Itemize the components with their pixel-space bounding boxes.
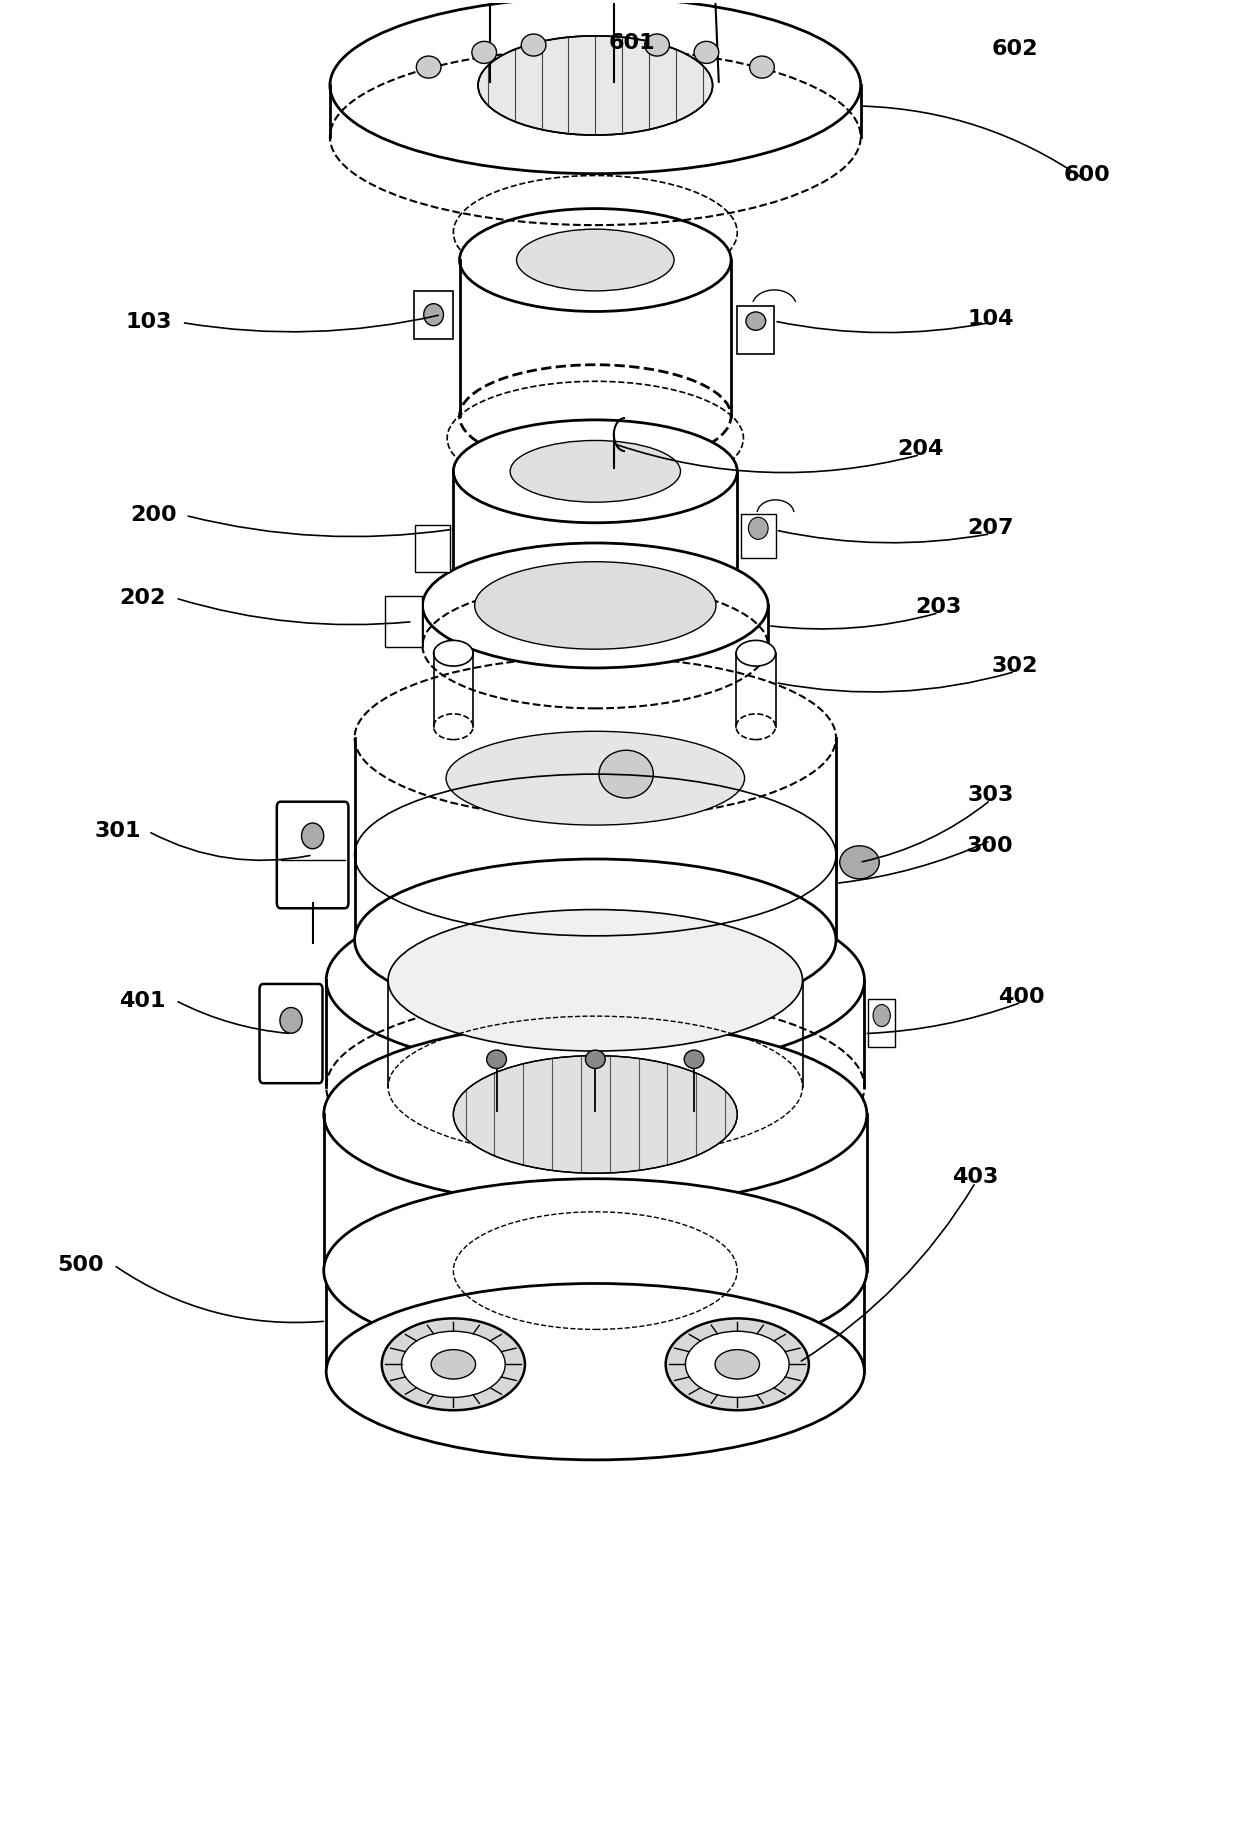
Text: 207: 207 <box>967 518 1013 538</box>
Text: 403: 403 <box>952 1167 998 1187</box>
Ellipse shape <box>301 824 324 850</box>
Ellipse shape <box>686 1331 789 1397</box>
Ellipse shape <box>750 55 774 77</box>
Ellipse shape <box>486 1051 506 1069</box>
Ellipse shape <box>446 732 744 826</box>
Ellipse shape <box>326 888 864 1073</box>
Bar <box>414 291 454 339</box>
Ellipse shape <box>326 1183 864 1358</box>
Ellipse shape <box>475 562 715 649</box>
Ellipse shape <box>423 544 768 667</box>
Text: 301: 301 <box>94 822 141 842</box>
Ellipse shape <box>599 750 653 798</box>
Bar <box>742 514 775 558</box>
Text: 303: 303 <box>967 785 1013 805</box>
Text: 103: 103 <box>125 313 171 332</box>
Ellipse shape <box>521 33 546 55</box>
Text: 500: 500 <box>57 1255 104 1275</box>
FancyBboxPatch shape <box>277 802 348 909</box>
Ellipse shape <box>388 910 802 1051</box>
Ellipse shape <box>382 1318 525 1410</box>
Ellipse shape <box>715 1349 759 1379</box>
Text: 302: 302 <box>992 656 1038 676</box>
Ellipse shape <box>510 440 681 501</box>
Ellipse shape <box>472 41 496 63</box>
Bar <box>415 525 450 573</box>
Ellipse shape <box>280 1008 303 1034</box>
Ellipse shape <box>517 229 675 291</box>
Bar <box>868 999 895 1047</box>
Ellipse shape <box>326 1283 864 1460</box>
Text: 602: 602 <box>992 39 1038 59</box>
Ellipse shape <box>694 41 719 63</box>
Text: 401: 401 <box>119 990 165 1010</box>
Ellipse shape <box>873 1004 890 1027</box>
Text: 601: 601 <box>609 33 656 53</box>
Text: 204: 204 <box>897 439 944 459</box>
Ellipse shape <box>324 1180 867 1362</box>
Ellipse shape <box>424 304 444 326</box>
Ellipse shape <box>746 311 765 330</box>
Ellipse shape <box>479 35 713 135</box>
Ellipse shape <box>749 518 768 540</box>
Text: 200: 200 <box>130 505 176 525</box>
Text: 202: 202 <box>119 588 165 608</box>
Ellipse shape <box>645 33 670 55</box>
Ellipse shape <box>684 1051 704 1069</box>
Text: 600: 600 <box>1063 166 1110 186</box>
Text: 400: 400 <box>998 986 1044 1006</box>
Ellipse shape <box>324 1023 867 1207</box>
Ellipse shape <box>454 420 738 523</box>
Ellipse shape <box>434 640 474 665</box>
Text: 104: 104 <box>967 310 1013 328</box>
Ellipse shape <box>737 640 775 665</box>
Ellipse shape <box>585 1051 605 1069</box>
Ellipse shape <box>417 55 441 77</box>
Ellipse shape <box>402 1331 505 1397</box>
FancyBboxPatch shape <box>259 984 322 1084</box>
Ellipse shape <box>454 1056 738 1174</box>
Ellipse shape <box>432 1349 476 1379</box>
Text: 203: 203 <box>915 597 962 617</box>
Bar <box>738 306 774 354</box>
Ellipse shape <box>330 0 861 173</box>
Ellipse shape <box>460 208 732 311</box>
Text: 300: 300 <box>967 837 1013 857</box>
Ellipse shape <box>839 846 879 879</box>
Bar <box>386 595 423 647</box>
Ellipse shape <box>666 1318 808 1410</box>
Ellipse shape <box>355 859 836 1021</box>
